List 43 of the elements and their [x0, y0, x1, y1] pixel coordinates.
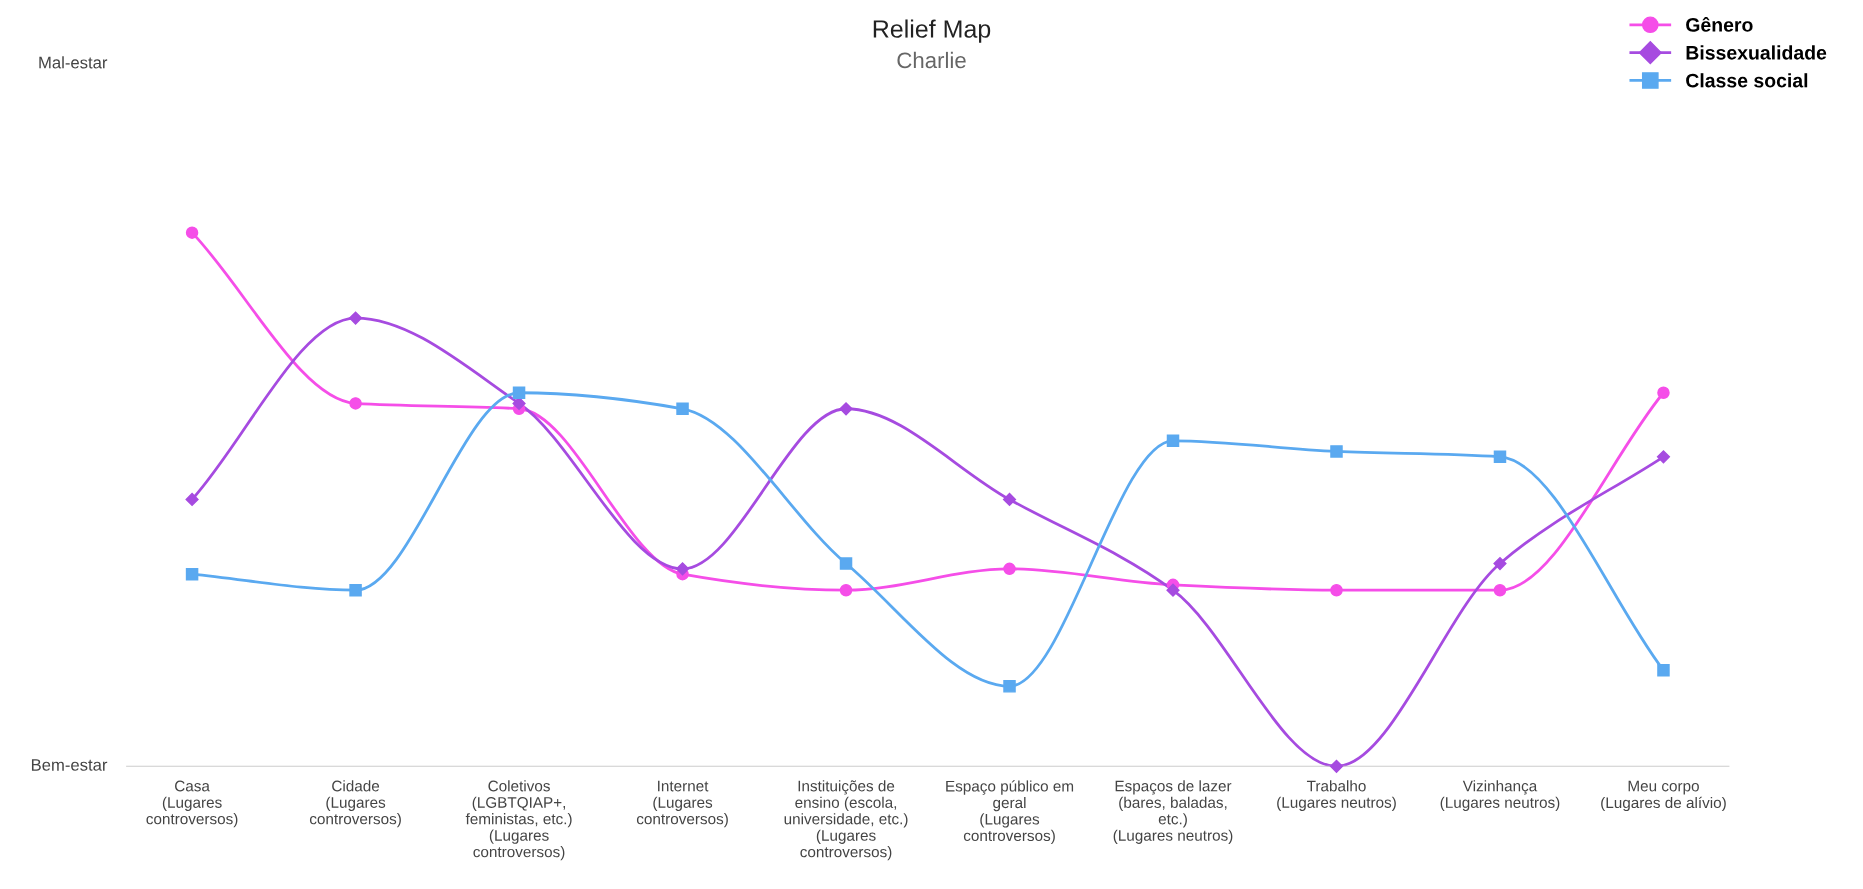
- point: [1657, 386, 1670, 399]
- point: [1330, 445, 1343, 458]
- text: Bem-estar: [31, 759, 108, 771]
- point: [1330, 583, 1343, 597]
- point: [349, 397, 362, 410]
- x-tick-label: Vizinhança (Lugares neutros): [1440, 780, 1560, 811]
- point: [512, 386, 526, 399]
- legend-label: Classe social: [1686, 73, 1808, 88]
- point: [349, 583, 362, 597]
- point: [1493, 450, 1507, 464]
- chart-title: Relief Map: [873, 19, 991, 43]
- x-tick-label: Internet (Lugares controversos): [636, 780, 728, 828]
- point: [185, 226, 199, 239]
- x-tick-label: Espaços de lazer (bares, baladas, etc.) (Lugares neutros): [1113, 780, 1233, 844]
- point: [1003, 562, 1016, 576]
- text: Mal-estar: [39, 56, 108, 69]
- legend-label: Gênero: [1686, 17, 1753, 32]
- point: [675, 562, 690, 576]
- point: [1493, 583, 1507, 597]
- point: [1002, 492, 1017, 507]
- point: [1329, 759, 1344, 773]
- legend-label: Bissexualidade: [1686, 45, 1827, 60]
- point: [839, 557, 853, 570]
- point: [1656, 450, 1671, 464]
- point: [1166, 434, 1180, 448]
- x-tick-label: Cidade (Lugares controversos): [309, 780, 401, 828]
- x-tick-label: Casa (Lugares controversos): [146, 780, 238, 828]
- point: [185, 492, 199, 507]
- x-tick-label: Meu corpo (Lugares de alívio): [1601, 780, 1726, 812]
- point: [1657, 664, 1670, 677]
- point: [1493, 556, 1507, 571]
- point: [839, 583, 853, 597]
- point: [1003, 680, 1016, 693]
- point: [348, 311, 363, 325]
- x-tick-label: Coletivos (LGBTQIAP+, feministas, etc.) (Lugares controversos): [465, 780, 572, 861]
- x-tick-label: Instituições de ensino (escola, universidade, etc.) (Lugares controversos): [784, 780, 908, 861]
- point: [185, 567, 199, 581]
- x-tick-label: Espaço público em geral (Lugares controversos): [946, 780, 1074, 845]
- point: [1166, 583, 1180, 597]
- point: [676, 402, 689, 416]
- chart-subtitle: Charlie: [897, 51, 966, 69]
- x-tick-label: Trabalho (Lugares neutros): [1277, 780, 1396, 811]
- point: [839, 402, 853, 416]
